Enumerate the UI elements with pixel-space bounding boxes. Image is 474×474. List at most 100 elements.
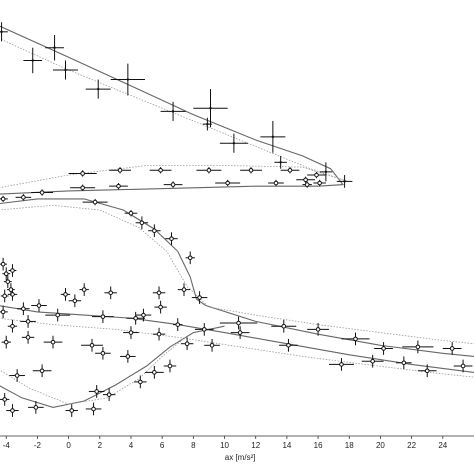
point-marker [2,293,7,299]
data-point [302,181,312,188]
data-point [43,335,63,349]
data-point [60,288,71,301]
data-point [31,189,54,196]
point-marker [80,171,85,176]
data-point [134,375,147,389]
point-marker [232,142,236,145]
fit-curve-8 [0,336,186,405]
point-marker [201,327,207,332]
x-tick-label: 16 [314,441,323,450]
data-point [45,35,64,61]
data-point [20,315,36,328]
point-marker [126,78,130,81]
data-point [279,338,298,352]
data-point [336,175,353,188]
point-marker [281,323,287,329]
points-layer [0,22,473,417]
data-point [271,319,297,333]
point-marker [100,314,106,319]
point-marker [314,172,319,178]
data-point [149,167,172,174]
data-point [135,308,152,322]
data-point [215,179,241,187]
data-point [307,171,326,179]
data-point [152,286,166,300]
point-marker [128,330,134,335]
x-tick-label: 18 [345,441,354,450]
x-tick-label: 24 [438,441,447,450]
data-point [17,302,30,316]
x-tick-label: 10 [220,441,229,450]
point-marker [424,368,430,374]
point-marker [339,362,344,367]
point-marker [50,339,56,345]
data-point [453,359,473,373]
point-marker [0,30,3,34]
point-marker [286,342,291,348]
data-point [126,311,146,325]
data-point [124,210,138,217]
data-point [68,294,82,308]
point-marker [53,46,56,49]
x-tick-label: -2 [34,441,42,450]
fit-curve-5 [0,305,474,373]
data-point [341,332,370,346]
point-marker [271,135,275,139]
point-marker [21,306,26,312]
data-point [328,358,354,371]
x-axis-label: ax [m/s²] [225,453,256,462]
point-marker [3,271,9,276]
data-point [361,354,384,368]
curves-layer [0,25,474,408]
data-point [296,176,315,183]
data-point [0,195,8,203]
data-point [0,22,8,42]
data-point [102,388,116,401]
point-marker [225,180,230,186]
point-marker [206,167,212,173]
data-point [21,330,35,344]
data-point [6,404,19,417]
x-tick-label: 0 [66,441,71,450]
point-marker [138,379,143,385]
data-point [173,318,183,331]
data-point [91,310,114,324]
point-marker [401,360,407,366]
x-tick-label: 20 [376,441,385,450]
data-point [95,346,111,360]
point-marker [206,122,209,126]
point-marker [10,268,15,273]
data-point [2,267,11,281]
data-point [110,63,146,96]
data-point [85,79,111,99]
data-point [191,291,208,304]
x-tick-label: 4 [129,441,134,450]
point-marker [128,210,134,216]
point-marker [116,183,121,189]
point-marker [39,368,45,374]
data-point [0,305,8,319]
point-marker [72,298,78,304]
fit-curve-2 [0,38,348,188]
point-marker [10,408,15,413]
point-marker [324,170,328,174]
data-point [120,350,136,363]
point-marker [69,408,75,413]
data-point [81,338,103,352]
point-marker [236,320,241,326]
data-point [145,365,164,379]
point-marker [94,389,99,394]
point-marker [187,255,193,261]
point-marker [80,185,85,191]
data-point [45,308,71,322]
point-marker [3,339,9,345]
point-marker [25,319,31,324]
point-marker [209,107,212,110]
point-marker [125,354,131,359]
data-point [152,327,166,341]
point-marker [184,341,190,347]
data-point [0,289,9,303]
point-marker [55,312,60,318]
point-marker [170,182,176,187]
data-point [31,299,47,312]
